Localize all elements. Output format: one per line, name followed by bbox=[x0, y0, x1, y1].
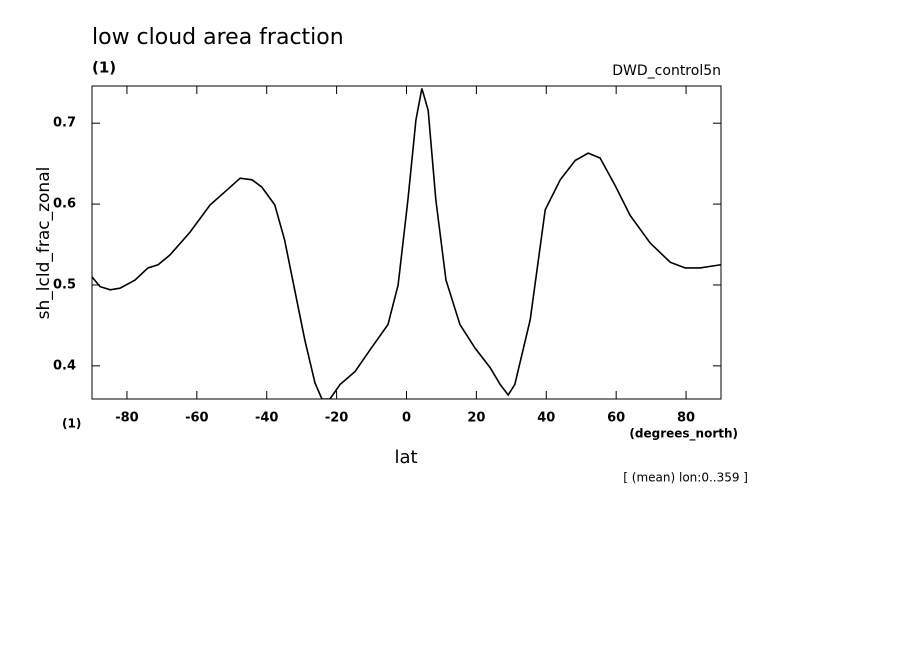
x-axis-label: lat bbox=[394, 447, 417, 468]
y-tick-label: 0.7 bbox=[53, 116, 76, 131]
x-tick-label: -20 bbox=[325, 411, 349, 426]
data-line bbox=[92, 88, 721, 399]
x-tick-label: 60 bbox=[607, 411, 625, 426]
y-tick-label: 0.6 bbox=[53, 197, 76, 212]
x-units: (degrees_north) bbox=[629, 427, 738, 442]
y-units: (1) bbox=[62, 417, 81, 431]
x-tick-label: -60 bbox=[185, 411, 209, 426]
y-tick-label: 0.5 bbox=[53, 277, 76, 292]
x-tick-label: 80 bbox=[677, 411, 695, 426]
plot-frame bbox=[91, 85, 722, 400]
annotation: [ (mean) lon:0..359 ] bbox=[623, 471, 748, 485]
dataset-label: DWD_control5n bbox=[612, 63, 721, 79]
x-tick-label: -40 bbox=[255, 411, 279, 426]
chart-title: low cloud area fraction bbox=[92, 25, 344, 50]
x-tick-label: 0 bbox=[402, 411, 411, 426]
x-tick-label: 40 bbox=[537, 411, 555, 426]
x-tick-label: 20 bbox=[467, 411, 485, 426]
x-tick-label: -80 bbox=[115, 411, 139, 426]
y-axis-label: sh_lcld_frac_zonal bbox=[34, 167, 54, 320]
y-tick-label: 0.4 bbox=[53, 358, 76, 373]
subtitle: (1) bbox=[92, 59, 116, 77]
